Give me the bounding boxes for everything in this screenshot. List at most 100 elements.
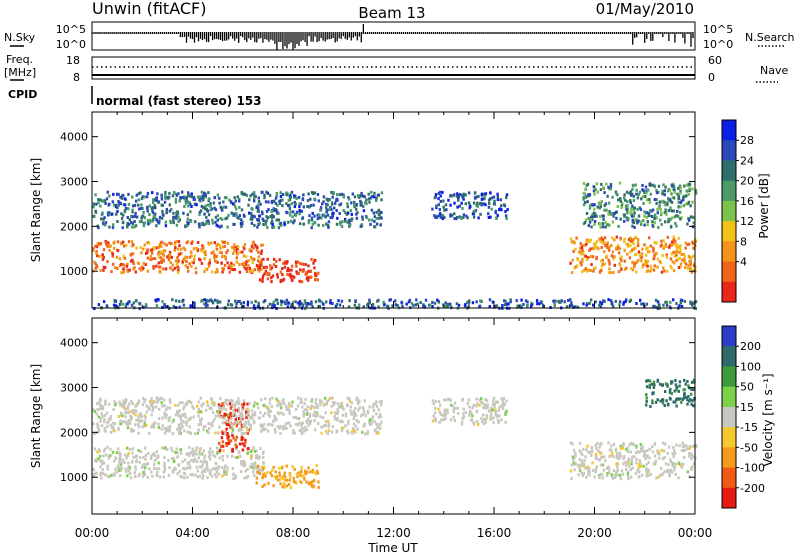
power-cell — [279, 195, 283, 198]
power-cell — [688, 259, 691, 263]
power-cell — [305, 276, 309, 280]
power-cell — [487, 216, 491, 219]
power-cell — [631, 260, 634, 264]
power-cell — [632, 263, 636, 267]
power-cell — [438, 214, 441, 217]
velocity-cell — [472, 421, 475, 425]
power-cell — [653, 253, 656, 257]
velocity-cell — [208, 457, 212, 461]
power-cell — [248, 198, 251, 202]
velocity-cell — [439, 403, 442, 407]
velocity-cell — [247, 428, 250, 432]
velocity-ylabel: Slant Range [km] — [29, 364, 43, 468]
power-cell — [692, 246, 695, 250]
power-cell — [505, 193, 509, 197]
power-cell — [686, 222, 689, 226]
velocity-cell — [196, 404, 199, 408]
velocity-cell — [307, 424, 310, 427]
velocity-cell — [102, 449, 106, 453]
power-cell — [175, 263, 179, 266]
power-cell — [576, 305, 580, 309]
power-cell — [530, 304, 533, 308]
velocity-cell — [99, 407, 102, 411]
power-cell — [193, 304, 196, 308]
power-cell — [691, 303, 694, 307]
power-cell — [236, 252, 239, 256]
velocity-cell — [672, 446, 675, 449]
power-cell — [140, 203, 143, 207]
velocity-cell — [215, 470, 219, 474]
velocity-cell — [616, 453, 619, 457]
power-cell — [684, 246, 687, 250]
power-cell — [438, 208, 441, 211]
velocity-cell — [245, 416, 248, 420]
velocity-cell — [327, 423, 331, 426]
velocity-cell — [163, 461, 166, 465]
velocity-cell — [232, 409, 235, 413]
velocity-cell — [197, 400, 200, 404]
velocity-cell — [178, 463, 181, 467]
power-cell — [649, 264, 652, 268]
velocity-cell — [690, 380, 694, 384]
colorbar-tick-label: 20 — [740, 175, 754, 188]
power-cell — [97, 226, 100, 230]
power-cell — [691, 301, 694, 305]
power-cell — [239, 250, 242, 254]
power-cell — [587, 268, 590, 272]
velocity-cell — [324, 429, 328, 433]
power-cell — [313, 197, 316, 201]
power-cell — [608, 245, 611, 249]
velocity-cell — [690, 392, 693, 396]
power-cell — [92, 202, 96, 206]
velocity-cell — [312, 484, 315, 488]
velocity-cell — [211, 420, 215, 424]
power-cell — [625, 242, 628, 246]
velocity-cell — [192, 406, 195, 410]
power-cell — [305, 272, 309, 276]
velocity-cell — [344, 424, 347, 428]
power-cell — [579, 242, 582, 246]
power-cell — [685, 189, 688, 193]
velocity-cell — [348, 397, 351, 401]
power-cell — [592, 185, 595, 189]
velocity-cell — [308, 412, 312, 416]
velocity-cell — [221, 455, 224, 458]
velocity-cell — [156, 400, 159, 404]
power-cell — [675, 258, 678, 262]
velocity-cell — [664, 390, 667, 393]
power-cell — [635, 270, 638, 274]
power-cell — [581, 248, 584, 252]
velocity-cell — [297, 396, 300, 400]
power-cell — [207, 213, 211, 217]
power-cell — [589, 298, 593, 302]
power-cell — [654, 298, 658, 302]
velocity-cell — [651, 445, 654, 449]
velocity-cell — [210, 468, 213, 472]
velocity-cell — [193, 452, 197, 456]
velocity-cell — [471, 414, 474, 418]
power-cell — [631, 248, 634, 252]
velocity-cell — [174, 403, 177, 407]
velocity-cell — [686, 447, 689, 451]
power-cell — [303, 299, 307, 303]
power-cell — [249, 217, 253, 221]
power-cell — [585, 303, 588, 307]
power-cell — [228, 270, 231, 274]
power-cell — [644, 260, 648, 264]
power-cell — [242, 245, 245, 249]
velocity-cell — [107, 456, 111, 460]
power-cell — [355, 204, 358, 207]
power-cell — [503, 303, 507, 307]
power-cell — [270, 266, 274, 270]
power-cell — [554, 299, 557, 303]
power-cell — [310, 216, 314, 220]
power-cell — [592, 303, 595, 307]
power-cell — [683, 184, 686, 188]
power-cell — [102, 265, 105, 269]
power-cell — [675, 253, 678, 257]
power-cell — [176, 247, 180, 251]
power-cell — [225, 216, 229, 220]
power-cell — [139, 302, 142, 306]
power-cell — [253, 199, 256, 203]
power-cell — [662, 266, 665, 270]
